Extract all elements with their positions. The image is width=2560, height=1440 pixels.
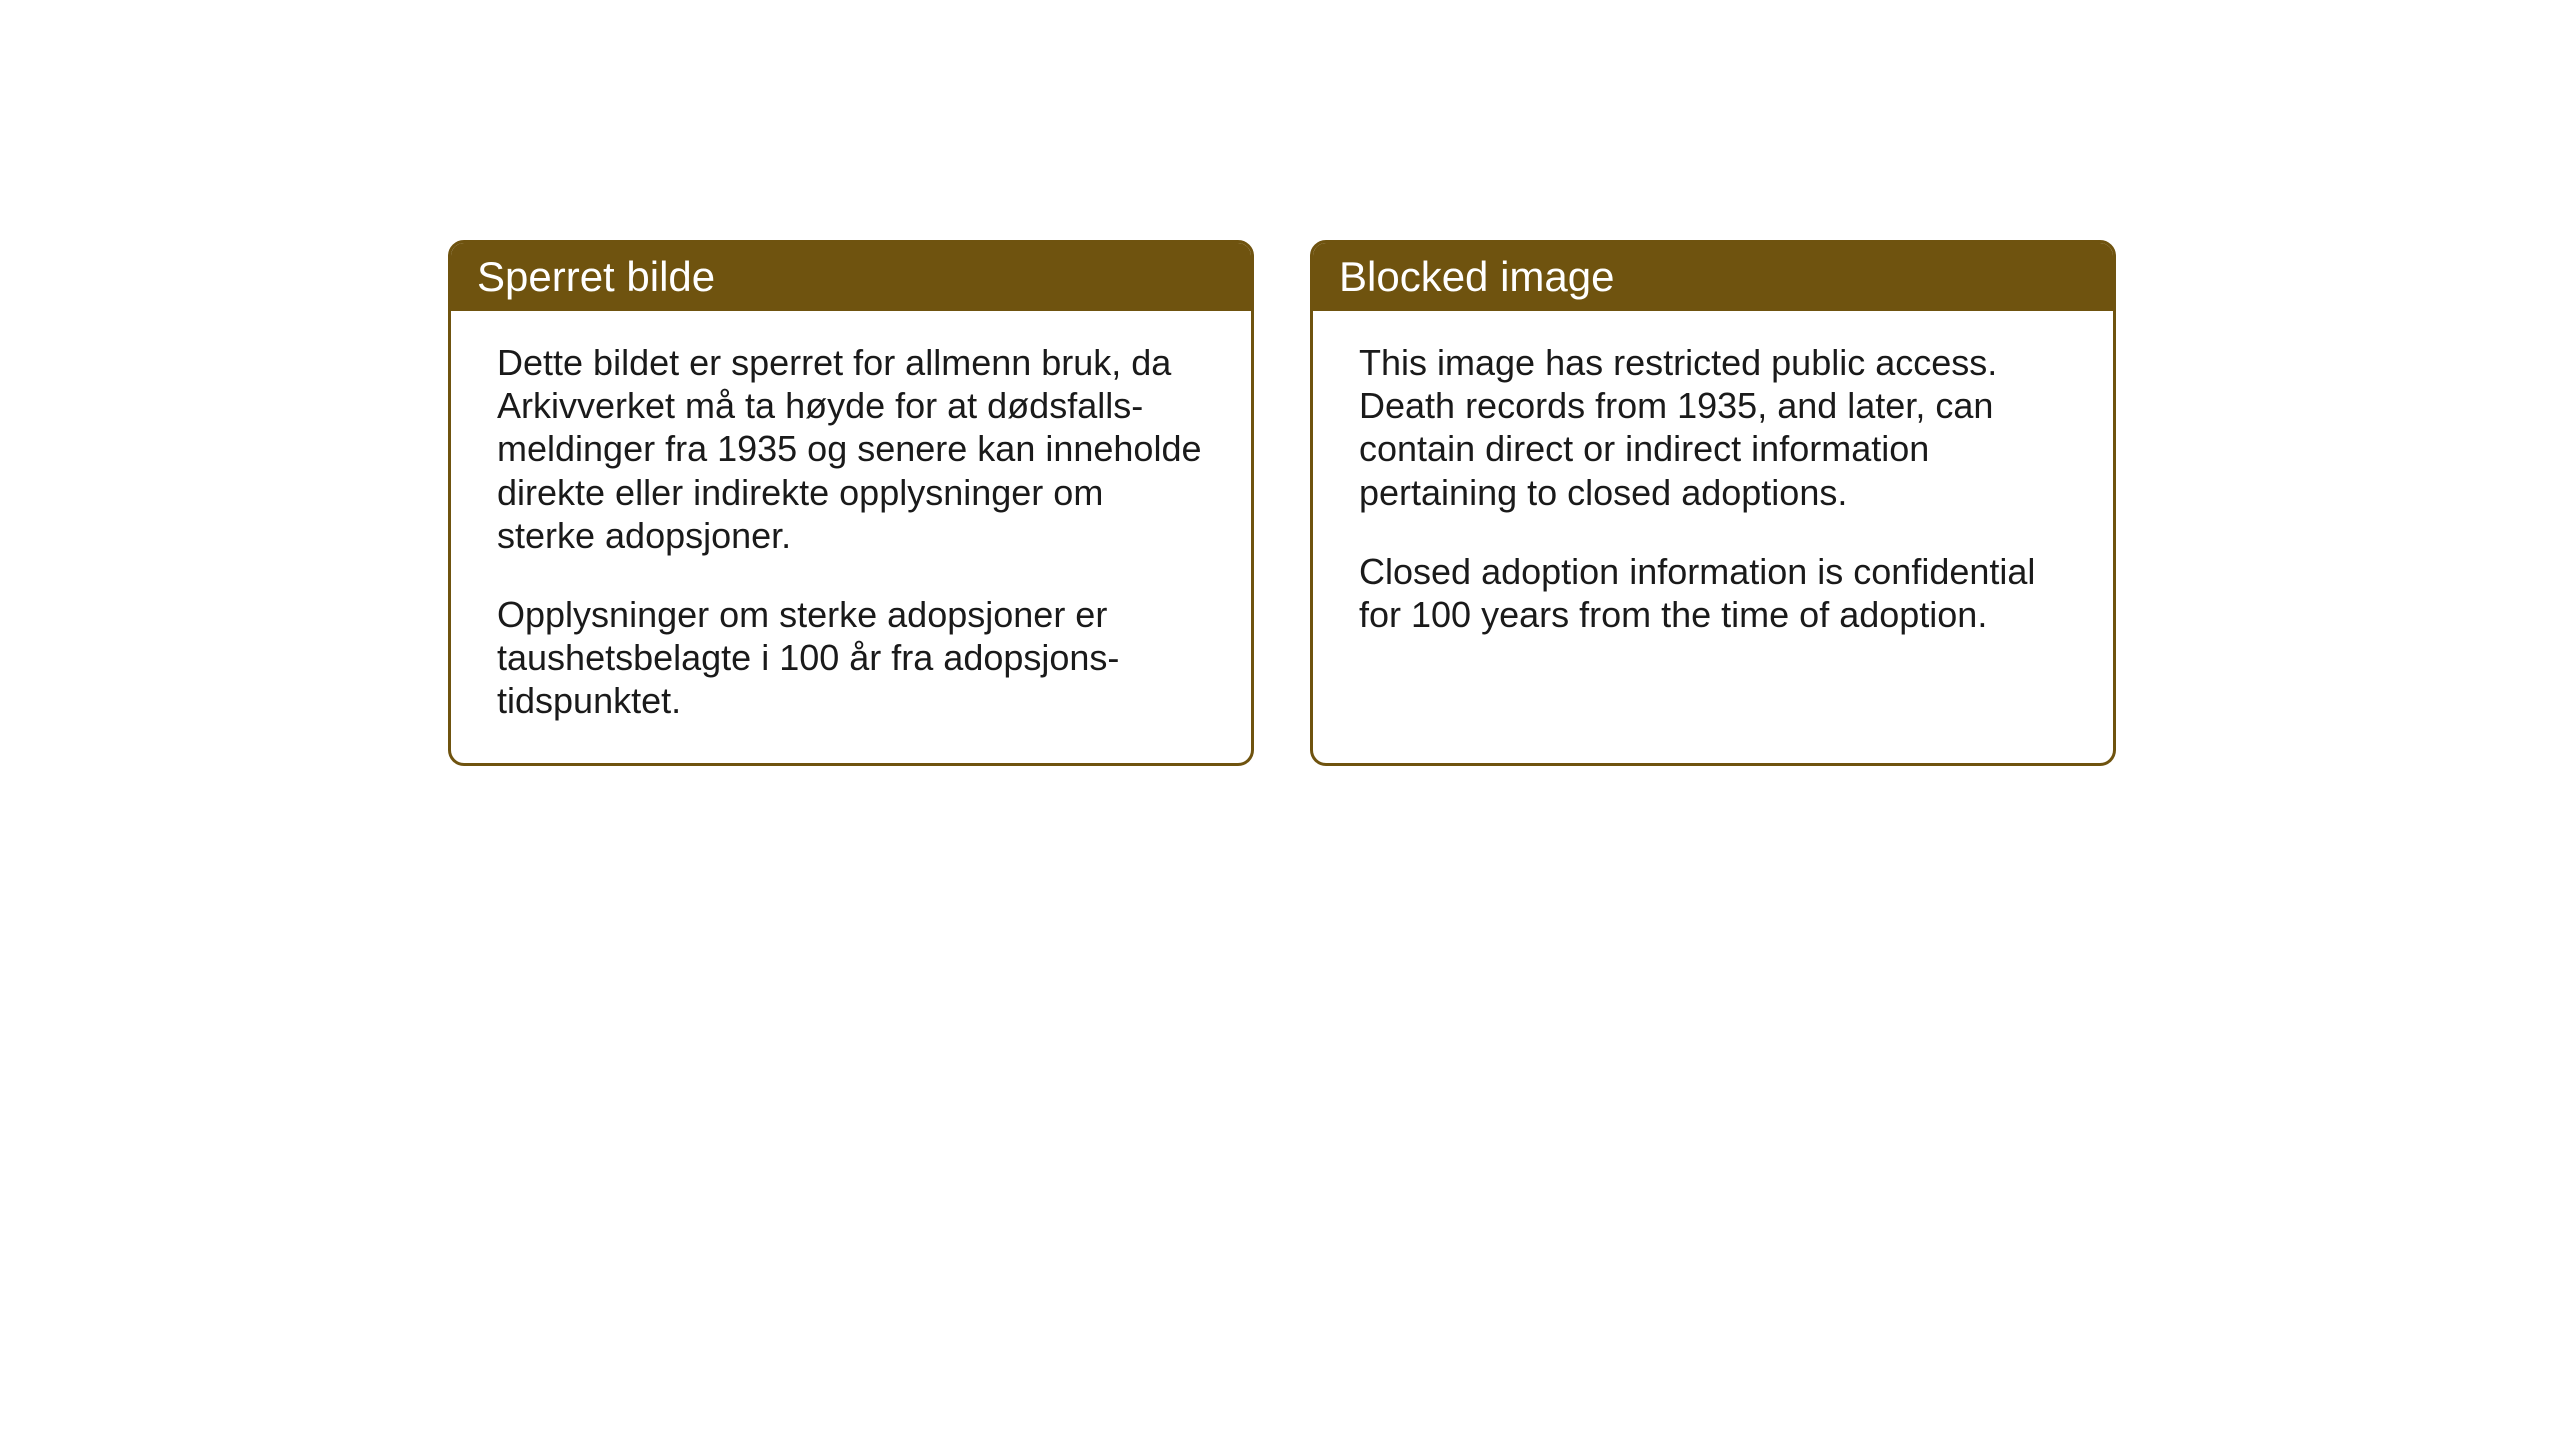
norwegian-paragraph-2: Opplysninger om sterke adopsjoner er tau…: [497, 593, 1205, 723]
english-paragraph-2: Closed adoption information is confident…: [1359, 550, 2067, 636]
norwegian-card-body: Dette bildet er sperret for allmenn bruk…: [451, 311, 1251, 763]
norwegian-notice-card: Sperret bilde Dette bildet er sperret fo…: [448, 240, 1254, 766]
english-paragraph-1: This image has restricted public access.…: [1359, 341, 2067, 514]
english-card-title: Blocked image: [1313, 243, 2113, 311]
english-card-body: This image has restricted public access.…: [1313, 311, 2113, 731]
norwegian-card-title: Sperret bilde: [451, 243, 1251, 311]
norwegian-paragraph-1: Dette bildet er sperret for allmenn bruk…: [497, 341, 1205, 557]
notice-container: Sperret bilde Dette bildet er sperret fo…: [0, 0, 2560, 766]
english-notice-card: Blocked image This image has restricted …: [1310, 240, 2116, 766]
